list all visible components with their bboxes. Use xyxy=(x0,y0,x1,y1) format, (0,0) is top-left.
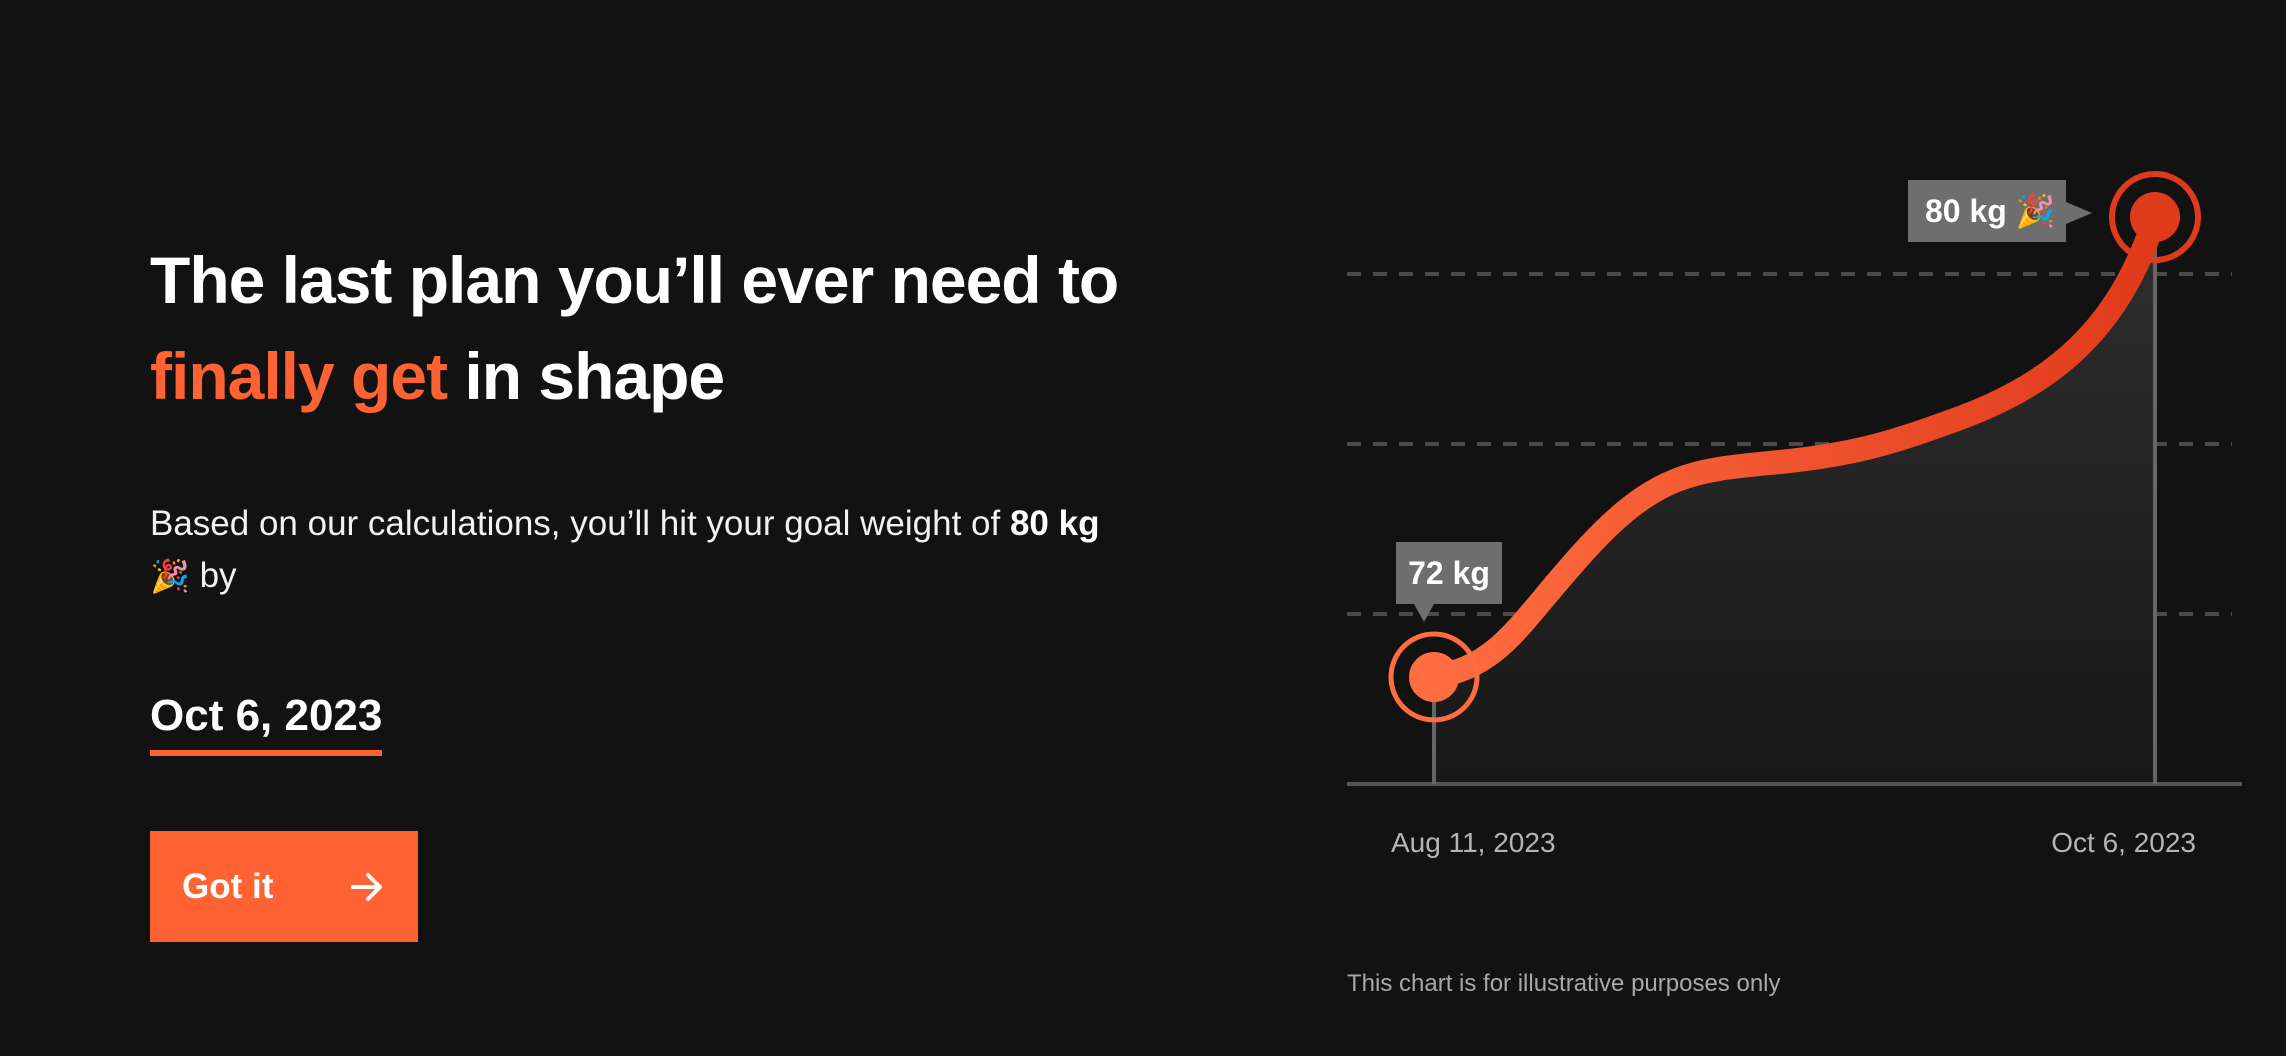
goal-description: Based on our calculations, you’ll hit yo… xyxy=(150,498,1190,602)
goal-date: Oct 6, 2023 xyxy=(150,688,383,756)
end-value-tag: 80 kg 🎉 xyxy=(1908,180,2092,242)
start-point-ring xyxy=(1388,631,1480,723)
start-point-marker xyxy=(1388,631,1480,723)
arrow-right-icon xyxy=(350,870,384,904)
got-it-label: Got it xyxy=(182,866,274,906)
end-point-marker xyxy=(2109,171,2201,263)
party-popper-icon: 🎉 xyxy=(150,557,190,595)
headline-accent: finally get xyxy=(150,339,448,413)
headline-rest: in shape xyxy=(447,339,725,413)
end-value-label: 80 kg xyxy=(1925,193,2007,229)
content-panel: The last plan you’ll ever need to finall… xyxy=(150,0,1230,1056)
end-point-dot xyxy=(2130,192,2180,242)
headline-line-1: The last plan you’ll ever need to xyxy=(150,243,1119,317)
description-suffix: by xyxy=(189,556,237,595)
goal-weight: 80 kg xyxy=(1009,504,1100,543)
chart-area xyxy=(1434,217,2155,784)
chart-disclaimer: This chart is for illustrative purposes … xyxy=(1347,970,1781,997)
got-it-button[interactable]: Got it xyxy=(150,831,418,942)
page-title: The last plan you’ll ever need to finall… xyxy=(150,232,1250,424)
start-point-dot xyxy=(1409,652,1459,702)
svg-text:80 kg 🎉: 80 kg 🎉 xyxy=(1925,192,2056,230)
x-tick-start: Aug 11, 2023 xyxy=(1391,827,1556,858)
x-tick-end: Oct 6, 2023 xyxy=(2051,827,2196,858)
description-prefix: Based on our calculations, you’ll hit yo… xyxy=(150,504,1010,543)
start-value-label: 72 kg xyxy=(1408,555,1490,591)
end-point-ring xyxy=(2109,171,2201,263)
chart-series-line xyxy=(1422,205,2167,689)
start-value-tag: 72 kg xyxy=(1396,542,1502,622)
party-popper-icon: 🎉 xyxy=(2016,192,2056,230)
